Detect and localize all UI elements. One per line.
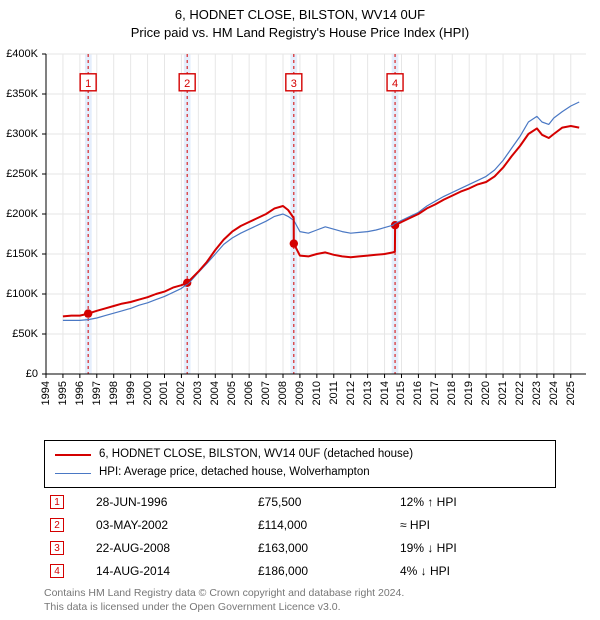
table-row: 203-MAY-2002£114,000≈ HPI [44, 513, 556, 536]
y-tick-label: £0 [0, 368, 42, 380]
y-tick-label: £150K [0, 248, 42, 260]
sale-delta: 12% ↑ HPI [394, 490, 556, 513]
y-tick-label: £250K [0, 168, 42, 180]
legend: 6, HODNET CLOSE, BILSTON, WV14 0UF (deta… [44, 440, 556, 488]
x-tick-label: 1997 [91, 381, 103, 405]
x-tick-label: 2019 [463, 381, 475, 405]
x-tick-label: 2005 [226, 381, 238, 405]
y-tick-label: £100K [0, 288, 42, 300]
chart-svg: 1 2 3 4 [0, 48, 600, 428]
x-tick-label: 1999 [125, 381, 137, 405]
x-tick-label: 2014 [379, 381, 391, 405]
legend-label: HPI: Average price, detached house, Wolv… [99, 464, 370, 482]
chart: 1 2 3 4 £0 £50K £100K £150K £200K £250K £300K £350… [0, 48, 600, 428]
x-tick-label: 2020 [480, 381, 492, 405]
svg-text:2: 2 [184, 78, 190, 90]
sale-price: £114,000 [252, 513, 394, 536]
legend-row: 6, HODNET CLOSE, BILSTON, WV14 0UF (deta… [55, 446, 545, 464]
sale-marker: 4 [44, 559, 90, 582]
svg-text:1: 1 [85, 78, 91, 90]
x-tick-label: 2003 [192, 381, 204, 405]
sale-delta: ≈ HPI [394, 513, 556, 536]
sale-date: 03-MAY-2002 [90, 513, 252, 536]
x-tick-label: 2009 [294, 381, 306, 405]
attribution: Contains HM Land Registry data © Crown c… [44, 586, 556, 614]
sale-date: 22-AUG-2008 [90, 536, 252, 559]
sale-marker: 3 [44, 536, 90, 559]
x-tick-label: 2024 [548, 381, 560, 405]
x-tick-label: 2002 [175, 381, 187, 405]
x-tick-label: 2012 [345, 381, 357, 405]
x-tick-label: 2017 [429, 381, 441, 405]
legend-swatch [55, 454, 91, 456]
y-tick-label: £400K [0, 48, 42, 60]
x-tick-label: 2011 [328, 381, 340, 405]
x-tick-label: 1994 [40, 381, 52, 405]
x-tick-label: 2021 [497, 381, 509, 405]
x-tick-label: 2018 [446, 381, 458, 405]
x-tick-label: 2022 [514, 381, 526, 405]
x-tick-label: 1995 [57, 381, 69, 405]
sale-marker: 2 [44, 513, 90, 536]
x-tick-label: 2006 [243, 381, 255, 405]
y-tick-label: £50K [0, 328, 42, 340]
x-tick-label: 2013 [362, 381, 374, 405]
svg-text:4: 4 [392, 78, 398, 90]
attribution-line-2: This data is licensed under the Open Gov… [44, 600, 556, 614]
x-tick-label: 2004 [209, 381, 221, 405]
sale-price: £75,500 [252, 490, 394, 513]
table-row: 414-AUG-2014£186,0004% ↓ HPI [44, 559, 556, 582]
x-tick-label: 2015 [395, 381, 407, 405]
x-tick-label: 1998 [108, 381, 120, 405]
y-tick-label: £300K [0, 128, 42, 140]
sale-delta: 4% ↓ HPI [394, 559, 556, 582]
x-tick-label: 2008 [277, 381, 289, 405]
x-tick-label: 2025 [565, 381, 577, 405]
y-tick-label: £350K [0, 88, 42, 100]
legend-swatch [55, 473, 91, 474]
x-tick-label: 2016 [412, 381, 424, 405]
attribution-line-1: Contains HM Land Registry data © Crown c… [44, 586, 556, 600]
sale-price: £163,000 [252, 536, 394, 559]
page-root: 6, HODNET CLOSE, BILSTON, WV14 0UF Price… [0, 0, 600, 620]
sale-price: £186,000 [252, 559, 394, 582]
sale-marker: 1 [44, 490, 90, 513]
sale-delta: 19% ↓ HPI [394, 536, 556, 559]
sale-date: 14-AUG-2014 [90, 559, 252, 582]
x-tick-label: 1996 [74, 381, 86, 405]
x-tick-label: 2023 [531, 381, 543, 405]
table-row: 128-JUN-1996£75,50012% ↑ HPI [44, 490, 556, 513]
legend-label: 6, HODNET CLOSE, BILSTON, WV14 0UF (deta… [99, 446, 413, 464]
x-tick-label: 2000 [142, 381, 154, 405]
y-tick-label: £200K [0, 208, 42, 220]
x-tick-label: 2001 [158, 381, 170, 405]
title-line-2: Price paid vs. HM Land Registry's House … [0, 24, 600, 42]
sale-date: 28-JUN-1996 [90, 490, 252, 513]
sales-table: 128-JUN-1996£75,50012% ↑ HPI203-MAY-2002… [44, 490, 556, 582]
title-line-1: 6, HODNET CLOSE, BILSTON, WV14 0UF [0, 6, 600, 24]
svg-text:3: 3 [291, 78, 297, 90]
title-block: 6, HODNET CLOSE, BILSTON, WV14 0UF Price… [0, 0, 600, 41]
table-row: 322-AUG-2008£163,00019% ↓ HPI [44, 536, 556, 559]
legend-row: HPI: Average price, detached house, Wolv… [55, 464, 545, 482]
x-tick-label: 2010 [311, 381, 323, 405]
x-tick-label: 2007 [260, 381, 272, 405]
